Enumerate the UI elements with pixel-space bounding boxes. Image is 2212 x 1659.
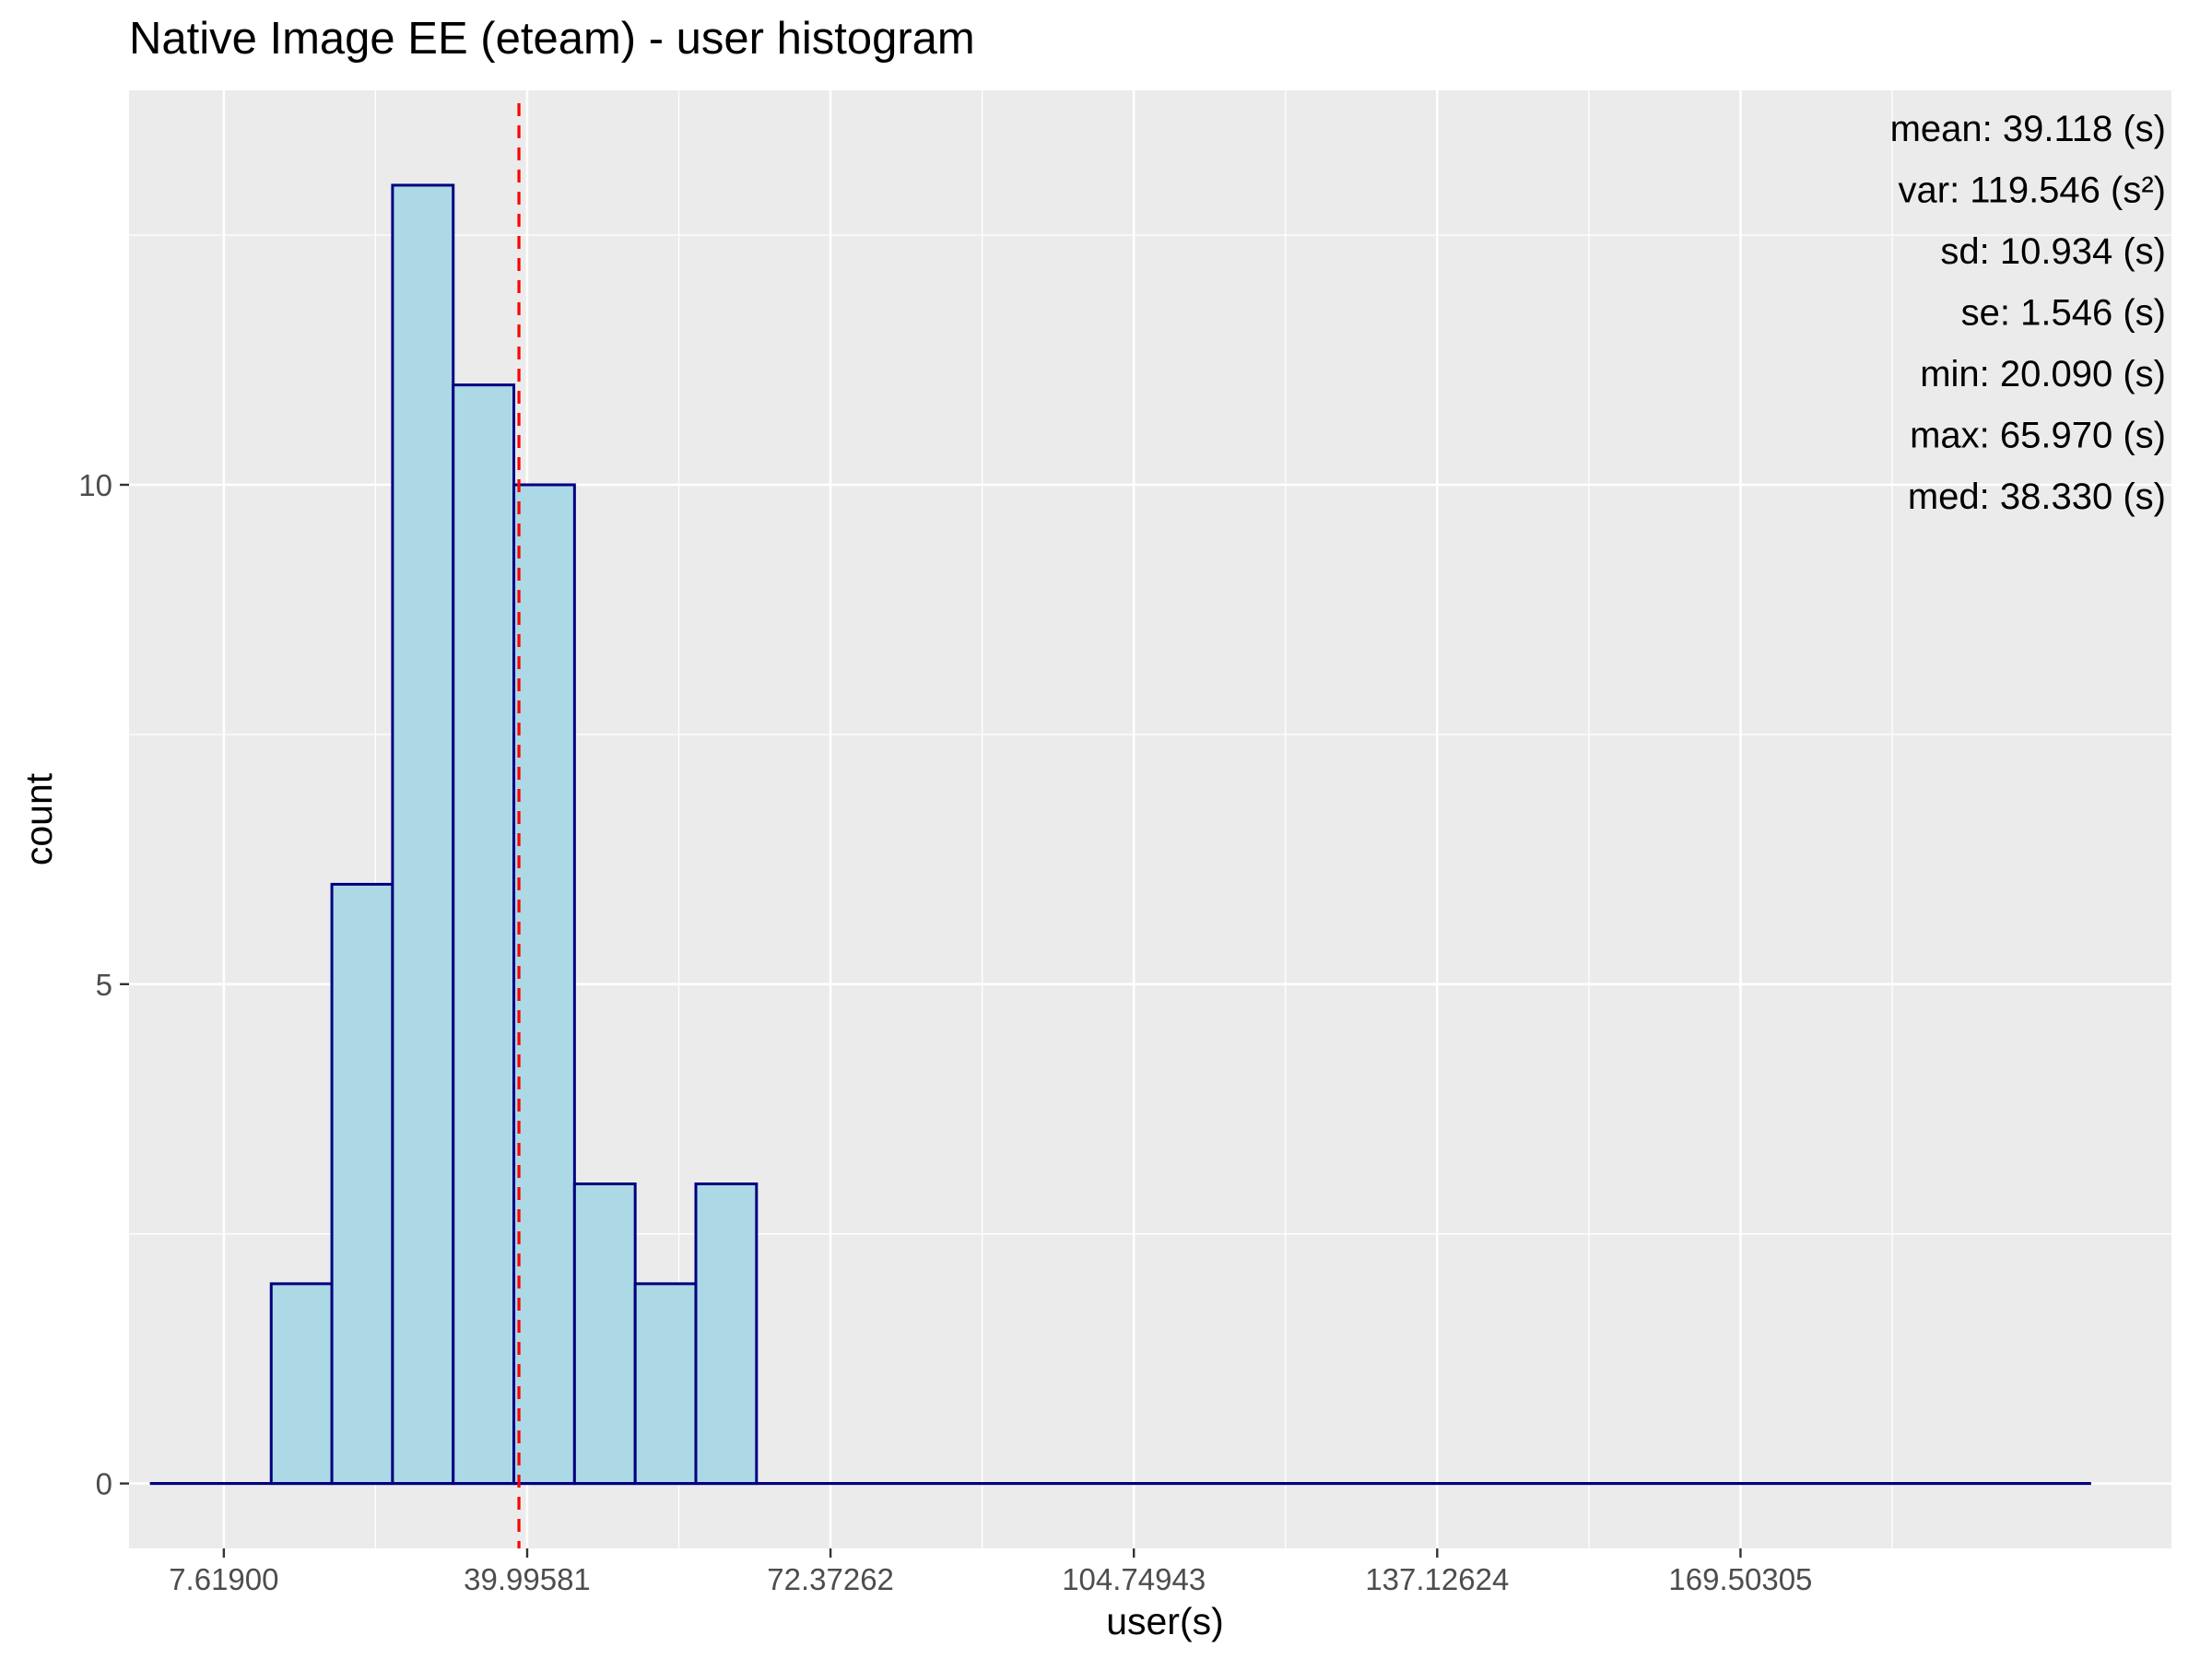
stat-line: med: 38.330 (s) [1908,477,2166,517]
stat-line: se: 1.546 (s) [1961,293,2166,334]
y-tick-label: 0 [96,1467,112,1501]
y-axis-title: count [18,772,60,865]
y-tick-label: 5 [96,968,112,1002]
histogram-bar [512,483,576,1486]
x-tick-label: 39.99581 [464,1562,591,1596]
x-tick-label: 7.61900 [169,1562,278,1596]
histogram-bars [269,183,759,1486]
histogram-bar [391,183,455,1486]
histogram-bar [452,383,516,1486]
y-tick-label: 10 [78,468,112,502]
stat-line: sd: 10.934 (s) [1940,231,2166,272]
histogram-bar [572,1182,637,1486]
histogram-bar [694,1182,759,1486]
histogram-bar [269,1282,334,1486]
histogram-bar [330,882,394,1486]
chart-title: Native Image EE (eteam) - user histogram [129,14,975,64]
x-tick-label: 72.37262 [767,1562,894,1596]
x-axis: 7.61900 39.99581 72.37262 104.74943 137.1262… [169,1548,1812,1596]
x-tick-label: 169.50305 [1668,1562,1812,1596]
y-axis: 0 5 10 [78,468,129,1501]
x-axis-title: user(s) [1106,1600,1224,1642]
x-tick-label: 104.74943 [1062,1562,1206,1596]
stat-line: max: 65.970 (s) [1910,416,2166,456]
stat-line: var: 119.546 (s²) [1899,171,2167,211]
stat-line: mean: 39.118 (s) [1890,109,2166,149]
summary-stats: mean: 39.118 (s) var: 119.546 (s²) sd: 10.… [1890,109,2166,517]
histogram-bar [633,1282,698,1486]
x-tick-label: 137.12624 [1365,1562,1509,1596]
stat-line: min: 20.090 (s) [1920,354,2166,394]
